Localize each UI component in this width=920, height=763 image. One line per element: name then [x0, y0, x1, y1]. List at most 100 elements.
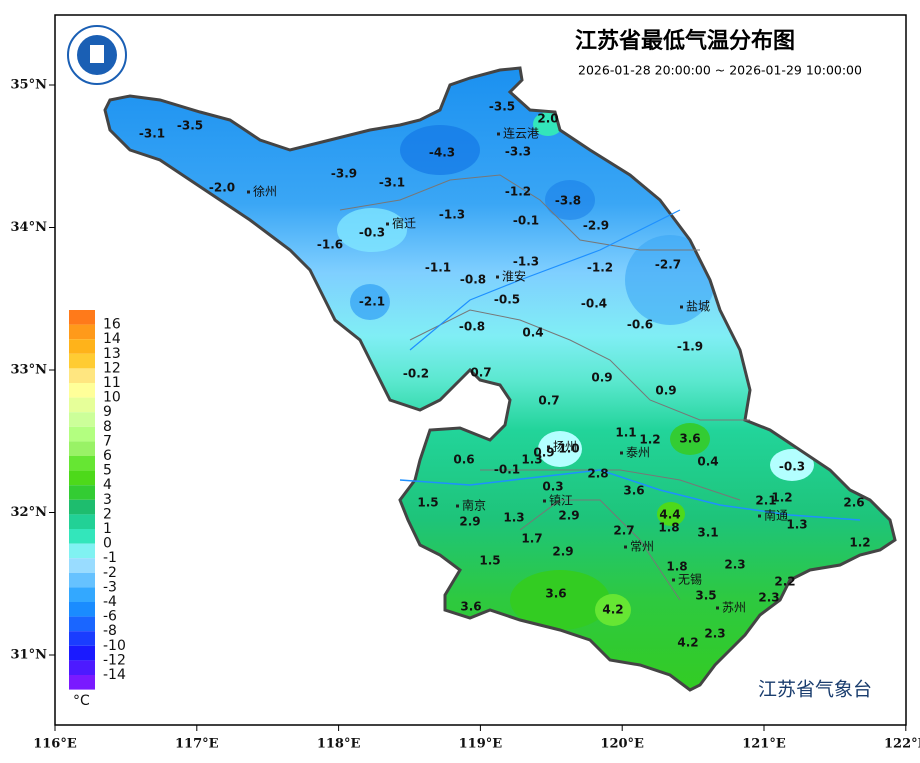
legend-label: 0 — [103, 536, 112, 552]
city-dot — [247, 190, 250, 194]
legend-swatch — [69, 616, 95, 632]
city-dot — [543, 499, 546, 503]
station-value: -1.2 — [505, 185, 531, 199]
station-value: 3.6 — [679, 432, 700, 446]
lon-tick-label: 121°E — [742, 737, 786, 752]
legend-label: 10 — [103, 390, 121, 406]
legend-label: -8 — [103, 623, 117, 639]
legend-swatch — [69, 324, 95, 340]
legend-label: 2 — [103, 506, 112, 522]
station-value: -3.3 — [505, 145, 531, 159]
station-value: -0.4 — [581, 297, 607, 311]
station-value: 1.3 — [503, 511, 524, 525]
station-value: -0.5 — [494, 293, 520, 307]
district-borders — [339, 174, 750, 601]
legend-swatch — [69, 675, 95, 690]
station-value: 2.3 — [758, 591, 779, 605]
station-value: 1.8 — [658, 521, 679, 535]
station-value: -0.2 — [403, 367, 429, 381]
city-dot — [716, 606, 719, 610]
legend-swatch — [69, 631, 95, 646]
station-value: 3.6 — [460, 600, 481, 614]
lon-tick-label: 119°E — [459, 737, 503, 752]
legend-swatch — [69, 499, 95, 515]
legend-label: 8 — [103, 419, 112, 435]
station-value: -1.2 — [587, 261, 613, 275]
legend-label: 5 — [103, 463, 112, 479]
legend-swatch — [69, 660, 95, 675]
station-value: -0.3 — [359, 226, 385, 240]
station-value: -0.3 — [779, 460, 805, 474]
station-value: 2.9 — [558, 509, 579, 523]
legend-label: -4 — [103, 594, 117, 610]
legend-unit: °C — [73, 693, 90, 709]
lon-tick-label: 117°E — [175, 737, 219, 752]
station-value: 0.7 — [470, 366, 491, 380]
title: 江苏省最低气温分布图 — [575, 28, 795, 54]
station-value: -1.9 — [677, 340, 703, 354]
lat-tick-label: 33°N — [11, 363, 48, 378]
legend-label: -12 — [103, 652, 126, 668]
legend-label: -6 — [103, 609, 117, 625]
station-value: 1.2 — [639, 433, 660, 447]
city-label: 盐城 — [686, 300, 710, 314]
legend-swatch — [69, 470, 95, 486]
city-label: 常州 — [630, 540, 654, 554]
station-value: 1.7 — [521, 532, 542, 546]
lon-tick-label: 122°E — [884, 737, 920, 752]
station-value: -1.6 — [317, 238, 343, 252]
station-value: -3.8 — [555, 194, 581, 208]
legend-swatch — [69, 397, 95, 413]
city-label: 泰州 — [626, 446, 650, 460]
lat-tick-label: 34°N — [11, 220, 48, 235]
city-label: 无锡 — [678, 572, 702, 587]
city-dot — [672, 578, 675, 582]
legend-swatch — [69, 339, 95, 354]
legend-swatch — [69, 441, 95, 456]
legend-swatch — [69, 456, 95, 471]
city-dot — [680, 305, 683, 309]
station-value: 3.5 — [695, 589, 716, 603]
legend-swatch — [69, 587, 95, 602]
city-label: 苏州 — [722, 601, 746, 615]
legend-label: -10 — [103, 638, 126, 654]
station-value: -3.1 — [379, 176, 405, 190]
city-dot — [386, 222, 389, 226]
lon-tick-label: 120°E — [600, 737, 644, 752]
station-value: -3.5 — [177, 119, 203, 133]
city-dot — [496, 275, 499, 279]
legend-swatch — [69, 310, 95, 325]
city-label: 徐州 — [253, 184, 277, 199]
legend-swatch — [69, 529, 95, 544]
station-value: 0.7 — [538, 394, 559, 408]
station-value: 0.9 — [591, 371, 612, 385]
station-value: 0.4 — [522, 326, 543, 340]
legend-label: 4 — [103, 477, 112, 493]
station-value: 0.9 — [655, 384, 676, 398]
station-value: 1.5 — [417, 496, 438, 510]
station-value: 2.3 — [704, 627, 725, 641]
legend-label: -1 — [103, 550, 117, 566]
station-value: 0.3 — [542, 480, 563, 494]
city-dot — [497, 132, 500, 136]
city-label: 南京 — [462, 498, 486, 513]
legend-swatch — [69, 543, 95, 559]
lat-tick-label: 31°N — [11, 648, 48, 663]
station-value: -0.8 — [459, 320, 485, 334]
station-value: -2.0 — [209, 181, 235, 195]
station-value: -3.5 — [489, 100, 515, 114]
city-dot — [456, 504, 459, 508]
lon-tick-label: 118°E — [317, 737, 361, 752]
station-value: 0.6 — [453, 453, 474, 467]
city-label: 淮安 — [502, 269, 526, 284]
lat-tick-label: 35°N — [11, 78, 48, 93]
city-label: 宿迁 — [392, 216, 416, 231]
city-dot — [547, 445, 550, 449]
legend-swatch — [69, 645, 95, 661]
legend-label: 13 — [103, 346, 121, 362]
station-value: -1.1 — [425, 261, 451, 275]
station-value: -3.1 — [139, 127, 165, 141]
station-value: 2.9 — [459, 515, 480, 529]
station-value: -1.3 — [439, 208, 465, 222]
